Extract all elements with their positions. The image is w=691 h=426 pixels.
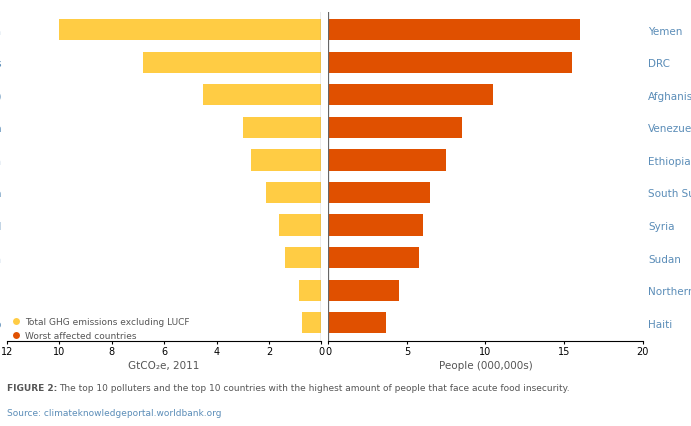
X-axis label: People (000,000s): People (000,000s) [439, 360, 532, 371]
X-axis label: GtCO₂e, 2011: GtCO₂e, 2011 [129, 360, 200, 371]
Bar [302, 312, 321, 334]
Bar [328, 280, 399, 301]
Bar [243, 118, 321, 138]
Bar [59, 20, 321, 41]
Bar [328, 215, 422, 236]
Bar [266, 182, 321, 204]
Bar [251, 150, 321, 171]
Bar [143, 52, 321, 74]
Text: FIGURE 2:: FIGURE 2: [7, 383, 57, 392]
Bar [203, 85, 321, 106]
Bar [285, 248, 321, 268]
Bar [299, 280, 321, 301]
Text: The top 10 polluters and the top 10 countries with the highest amount of people : The top 10 polluters and the top 10 coun… [59, 383, 569, 392]
Legend: Total GHG emissions excluding LUCF, Worst affected countries: Total GHG emissions excluding LUCF, Wors… [12, 318, 189, 340]
Bar [328, 182, 430, 204]
Bar [328, 52, 572, 74]
Bar [328, 312, 386, 334]
Bar [328, 248, 419, 268]
Bar [279, 215, 321, 236]
Bar [328, 118, 462, 138]
Bar [328, 20, 580, 41]
Bar [328, 150, 446, 171]
Bar [328, 85, 493, 106]
Text: Source: climateknowledgeportal.worldbank.org: Source: climateknowledgeportal.worldbank… [7, 409, 221, 417]
